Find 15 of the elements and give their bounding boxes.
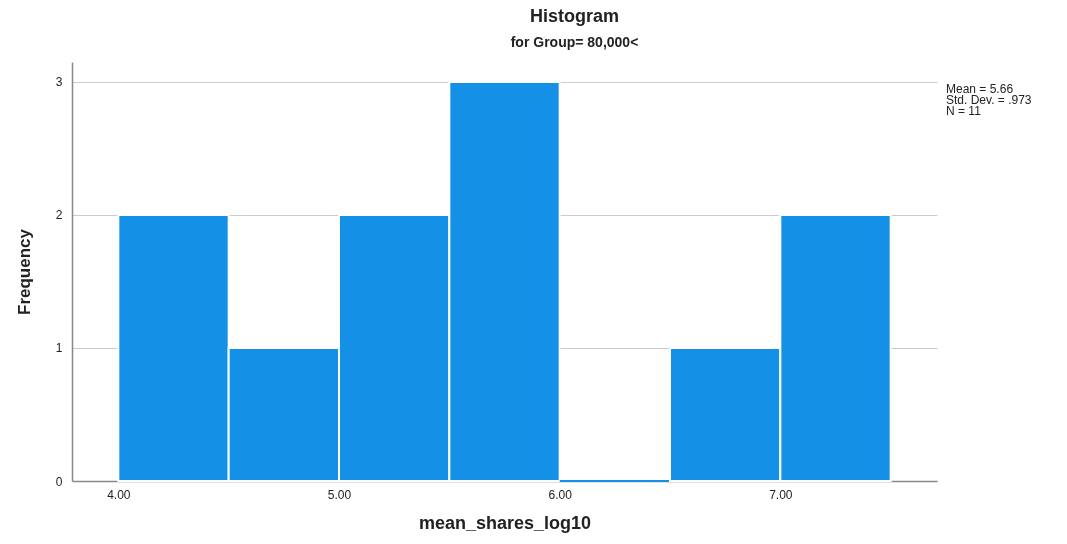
x-tick-label: 5.00 [327,487,352,502]
chart-title: Histogram [529,6,620,26]
y-tick-label: 1 [55,341,63,356]
x-tick-label: 4.00 [107,487,131,502]
y-tick-label: 0 [55,474,63,489]
x-tick-label: 7.00 [769,487,793,502]
x-axis-title: mean_shares_log10 [418,512,592,533]
y-tick-label: 2 [55,208,63,223]
text: Mean = 5.66 [946,82,1014,96]
text: N = 11 [946,104,982,118]
x-tick-label: 6.00 [548,487,573,502]
chart-subtitle: for Group= 80,000< [510,34,639,50]
y-tick-label: 3 [55,75,63,90]
text: Std. Dev. = .973 [946,93,1032,107]
y-axis-title: Frequency [14,228,34,315]
